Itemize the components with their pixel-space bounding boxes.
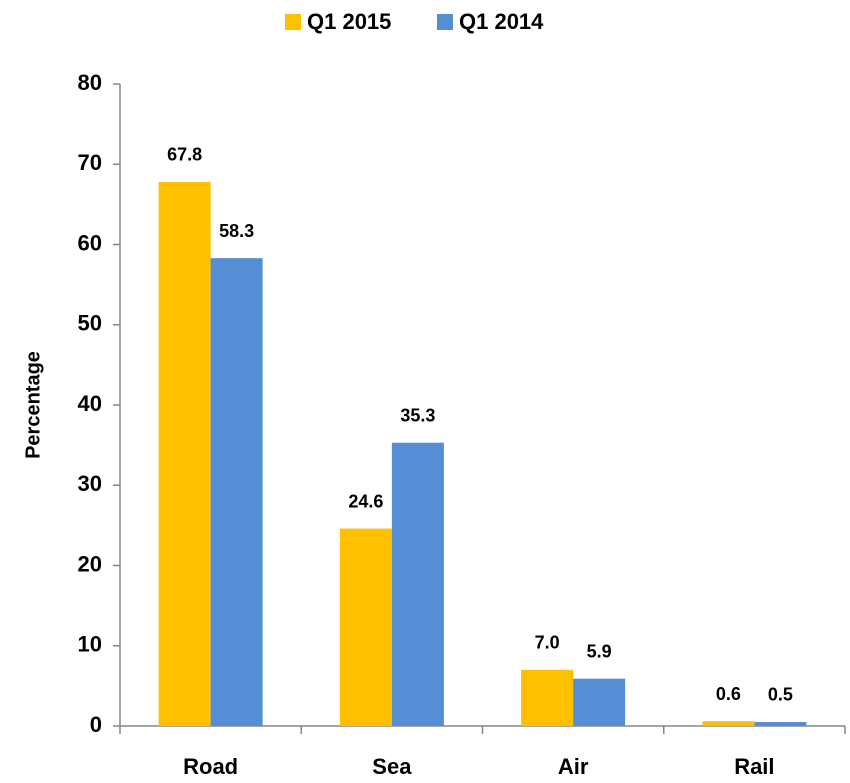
y-tick-label: 40 <box>78 391 102 416</box>
x-tick-label: Air <box>558 754 589 779</box>
data-label: 58.3 <box>219 221 254 241</box>
y-tick-label: 80 <box>78 70 102 95</box>
y-tick-label: 20 <box>78 551 102 576</box>
data-label: 0.6 <box>716 684 741 704</box>
legend-label: Q1 2014 <box>459 9 544 34</box>
data-label: 0.5 <box>768 685 793 705</box>
x-tick-label: Road <box>183 754 238 779</box>
data-label: 5.9 <box>587 641 612 661</box>
y-tick-label: 60 <box>78 230 102 255</box>
x-tick-label: Sea <box>372 754 412 779</box>
bar <box>158 181 211 726</box>
legend-swatch <box>285 14 301 30</box>
x-tick-label: Rail <box>734 754 774 779</box>
y-tick-label: 70 <box>78 150 102 175</box>
data-label: 7.0 <box>535 633 560 653</box>
bar <box>391 442 444 726</box>
data-label: 24.6 <box>348 491 383 511</box>
y-tick-label: 10 <box>78 632 102 657</box>
bar <box>573 678 626 726</box>
y-tick-label: 0 <box>90 712 102 737</box>
y-tick-label: 30 <box>78 471 102 496</box>
data-label: 35.3 <box>400 405 435 425</box>
legend-swatch <box>437 14 453 30</box>
legend-label: Q1 2015 <box>307 9 391 34</box>
bar <box>702 721 755 726</box>
bar <box>754 721 807 726</box>
bar <box>210 258 263 726</box>
bar <box>521 669 574 726</box>
data-label: 67.8 <box>167 145 202 165</box>
bar <box>339 528 392 726</box>
y-axis-title: Percentage <box>22 351 44 459</box>
y-tick-label: 50 <box>78 311 102 336</box>
